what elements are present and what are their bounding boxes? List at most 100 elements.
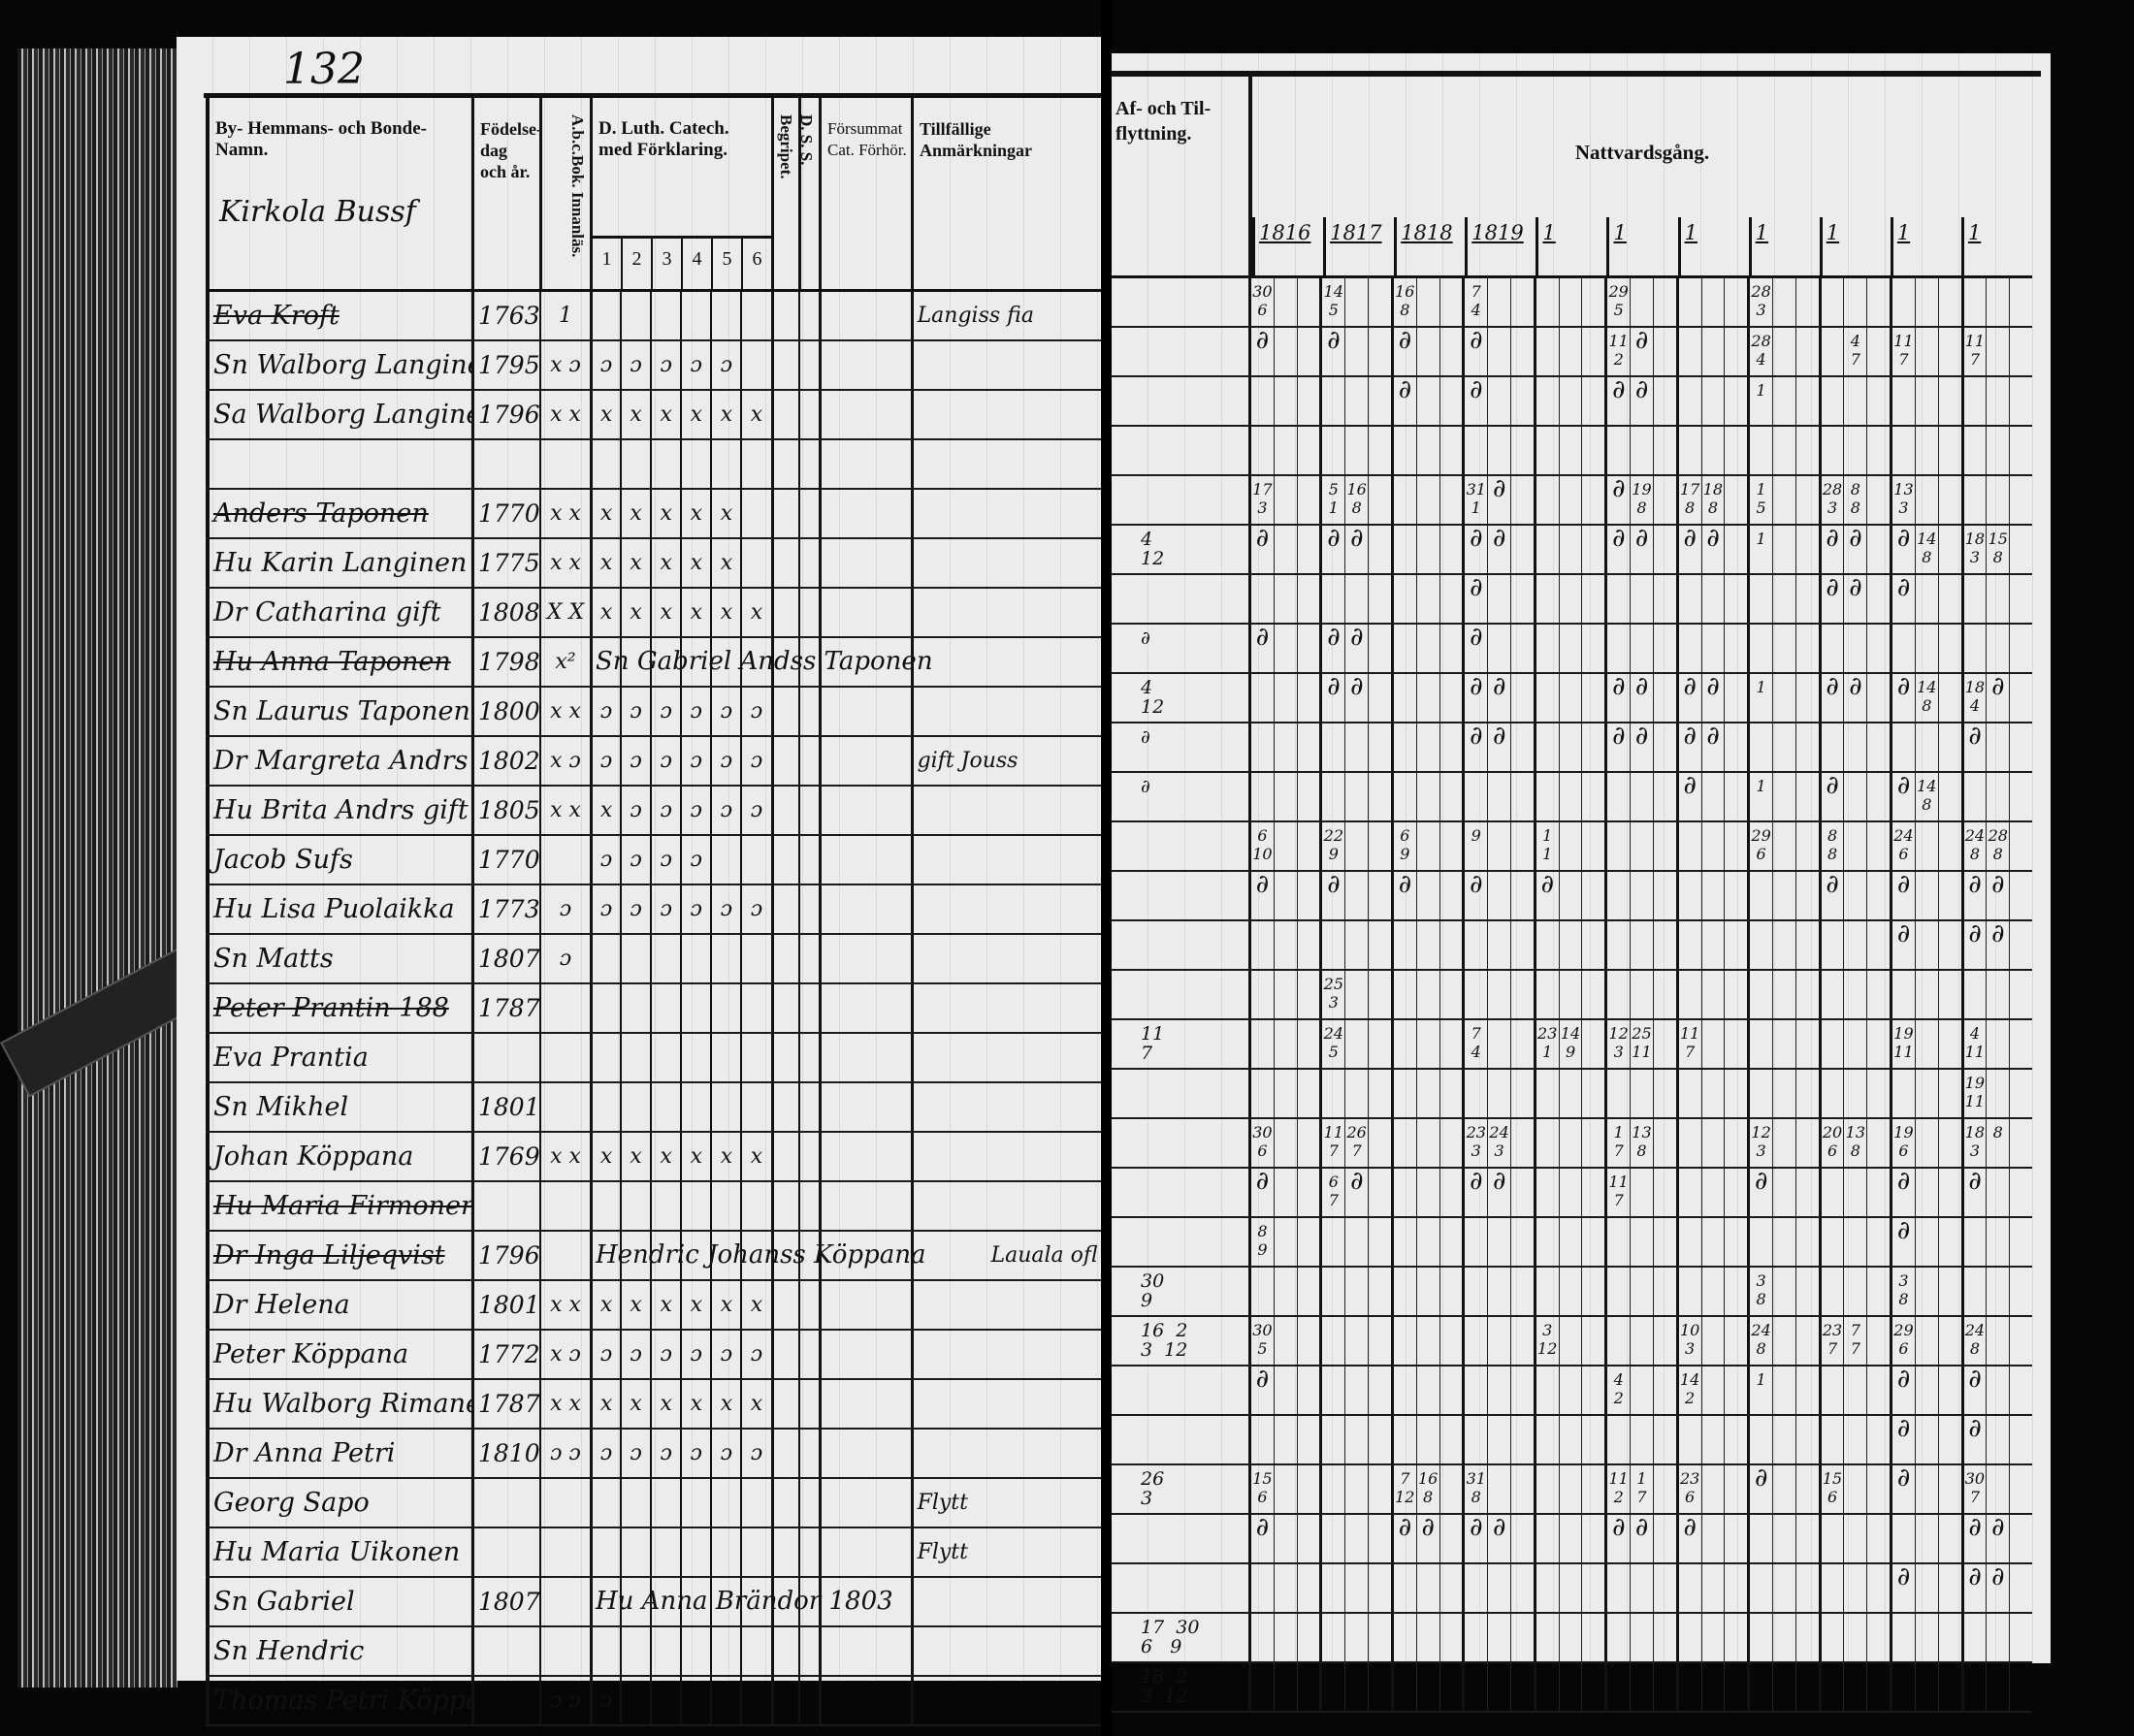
communion-date (1679, 1119, 1701, 1167)
communion-date (1964, 377, 1987, 425)
communion-date (1679, 1070, 1701, 1117)
communion-date: ∂ (1896, 1416, 1911, 1443)
communion-year-group (1319, 1515, 1390, 1562)
communion-year-group (1890, 625, 1960, 672)
communion-date (1273, 1317, 1297, 1365)
communion-date (1581, 1515, 1604, 1562)
person-name: Dr Anna Petri (206, 1430, 471, 1477)
communion-row: ∂ ∂ ∂ ∂ ∂ ∂ ∂ ∂ (1112, 723, 2032, 773)
communion-date (1822, 625, 1844, 672)
communion-date (1394, 1020, 1416, 1068)
communion-date (1415, 1169, 1439, 1216)
communion-date (1581, 1268, 1604, 1315)
header-abc: A.b.c.Bok. Innanläs. (539, 95, 590, 289)
communion-year-group: ∂ (1960, 1416, 2032, 1463)
person-name: Peter Köppana (206, 1331, 471, 1378)
communion-year-group (1533, 476, 1604, 524)
communion-date (1964, 427, 1987, 474)
communion-year-group (1248, 1268, 1319, 1315)
communion-date (1630, 575, 1653, 623)
communion-date (1630, 1169, 1653, 1216)
table-row: Sn Matts 1807 ɔ (206, 935, 1104, 984)
communion-date: ∂ (1611, 476, 1626, 503)
communion-date (1724, 1218, 1747, 1266)
communion-date (1296, 278, 1320, 326)
communion-date (1750, 921, 1772, 969)
communion-date (1937, 723, 1961, 771)
communion-date: 8 8 (1843, 476, 1866, 524)
communion-date (1630, 1366, 1653, 1414)
communion-date (1509, 872, 1534, 919)
communion-date: ∂ (1700, 526, 1725, 573)
communion-date (1771, 1070, 1795, 1117)
catechism-mark (740, 1034, 770, 1081)
communion-date (2009, 377, 2032, 425)
communion-year-group (1390, 674, 1462, 722)
communion-date (1700, 1218, 1725, 1266)
abc-mark: X X (539, 589, 590, 636)
abc-mark: x ɔ (539, 1331, 590, 1378)
catechism-mark (620, 1528, 650, 1576)
communion-date (1558, 773, 1582, 820)
communion-date (1652, 773, 1676, 820)
communion-date (1794, 1614, 1819, 1661)
communion-date (1700, 377, 1725, 425)
communion-date (1700, 427, 1725, 474)
communion-year-group (1675, 971, 1747, 1018)
communion-year-group (1604, 1663, 1675, 1711)
communion-date (1937, 971, 1961, 1018)
communion-date: ∂ (1611, 723, 1626, 751)
person-name: Eva Kroft (206, 292, 471, 339)
catechism-mark (740, 984, 770, 1032)
communion-date (1986, 1614, 2009, 1661)
communion-date (1581, 526, 1604, 573)
communion-year-group (1747, 427, 1818, 474)
communion-date: ∂ (1611, 526, 1626, 553)
communion-date (1536, 1218, 1559, 1266)
communion-year-group: 4 2 (1604, 1366, 1675, 1414)
communion-date (1296, 1317, 1320, 1365)
communion-year-group (1747, 1416, 1818, 1463)
communion-date (1652, 1515, 1676, 1562)
communion-year-group: 11 7 (1890, 328, 1960, 375)
communion-date (1439, 1268, 1463, 1315)
communion-date (1536, 427, 1559, 474)
catechism-mark: ɔ (650, 737, 680, 785)
communion-date (1536, 921, 1559, 969)
catechism-mark (740, 1479, 770, 1527)
communion-year-group (1675, 1614, 1747, 1661)
communion-year-group (1248, 575, 1319, 623)
communion-date (1724, 1169, 1747, 1216)
abc-mark (539, 836, 590, 884)
communion-year-group (1890, 1663, 1960, 1711)
communion-date (1536, 1119, 1559, 1167)
communion-date: 19 6 (1893, 1123, 1914, 1160)
communion-date: 3 8 (1898, 1271, 1909, 1308)
communion-date (1822, 1515, 1844, 1562)
table-row: Eva Kroft 1763 1 Langiss fia (206, 292, 1104, 341)
communion-date (1652, 1119, 1676, 1167)
communion-date (1700, 1020, 1725, 1068)
communion-date (1866, 921, 1890, 969)
catechism-mark (590, 1034, 620, 1081)
spanning-note: Hendric Johanss Köppana (596, 1240, 926, 1270)
catechism-mark: ɔ (650, 836, 680, 884)
communion-date: 23 7 (1822, 1321, 1843, 1358)
communion-year-group: 14 5 (1319, 278, 1390, 326)
catechism-mark: x (650, 1133, 680, 1180)
communion-date (1558, 921, 1582, 969)
communion-date (1607, 1070, 1630, 1117)
communion-date: ∂ (1630, 526, 1653, 573)
communion-year-group: 24 8 28 8 (1960, 822, 2032, 870)
communion-date (1296, 625, 1320, 672)
communion-date (1794, 1020, 1819, 1068)
communion-date: ∂ (1683, 1515, 1697, 1542)
communion-date (1322, 377, 1344, 425)
catechism-mark (650, 1232, 680, 1279)
communion-row: ∂ ∂ ∂ ∂ ∂ (1112, 625, 2032, 674)
communion-date (1273, 971, 1297, 1018)
communion-date: 23 6 (1679, 1469, 1700, 1506)
communion-date: 3 12 (1537, 1321, 1558, 1358)
communion-date (1296, 1515, 1320, 1562)
